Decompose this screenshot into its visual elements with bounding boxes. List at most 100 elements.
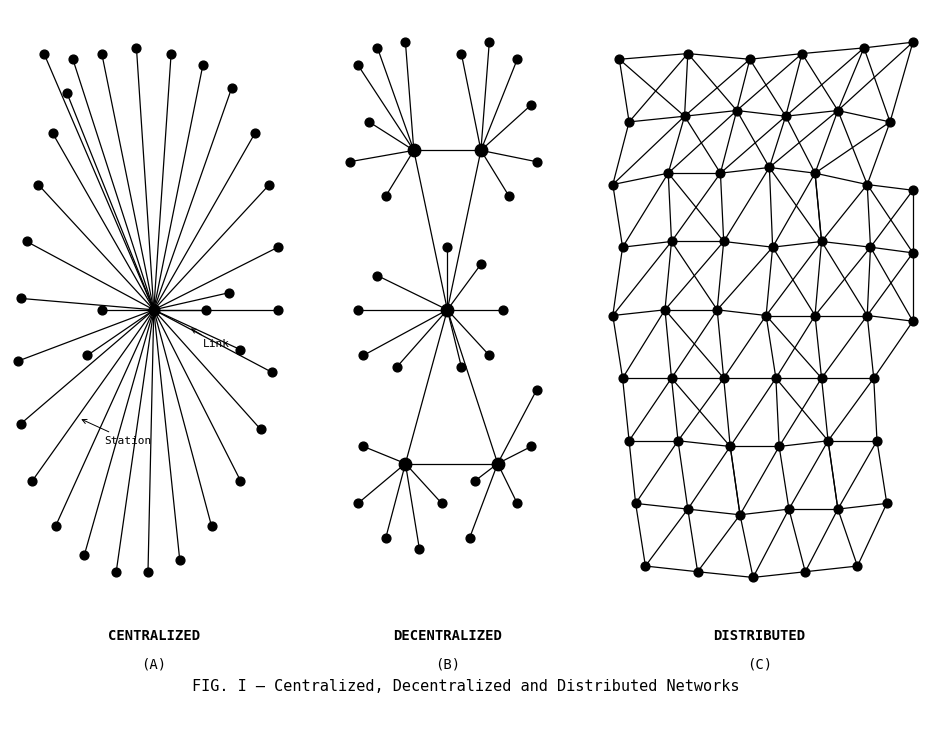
- Point: [164, 47, 179, 59]
- Point: [798, 566, 813, 577]
- Point: [468, 474, 483, 486]
- Point: [768, 372, 783, 384]
- Point: [362, 116, 377, 128]
- Point: [615, 372, 630, 384]
- Point: [204, 520, 219, 532]
- Point: [880, 498, 895, 510]
- Point: [342, 156, 357, 168]
- Point: [406, 145, 421, 156]
- Point: [815, 372, 829, 384]
- Point: [146, 304, 161, 315]
- Point: [815, 236, 829, 247]
- Point: [615, 242, 630, 253]
- Point: [664, 372, 678, 384]
- Text: DECENTRALIZED: DECENTRALIZED: [393, 629, 501, 642]
- Point: [31, 179, 46, 191]
- Point: [524, 99, 539, 111]
- Point: [454, 361, 469, 372]
- Point: [807, 310, 822, 321]
- Point: [863, 242, 878, 253]
- Point: [262, 179, 277, 191]
- Point: [859, 310, 874, 321]
- Point: [398, 36, 413, 48]
- Point: [637, 560, 652, 572]
- Point: [628, 498, 643, 510]
- Point: [60, 88, 75, 99]
- Point: [510, 498, 525, 510]
- Point: [713, 167, 728, 179]
- Point: [870, 435, 884, 447]
- Point: [378, 190, 393, 201]
- Point: [25, 474, 40, 486]
- Point: [680, 503, 695, 515]
- Point: [723, 441, 738, 453]
- Point: [680, 47, 695, 59]
- Text: (B): (B): [435, 657, 459, 671]
- Point: [867, 372, 882, 384]
- Point: [606, 179, 621, 191]
- Point: [434, 498, 449, 510]
- Point: [222, 287, 237, 299]
- Point: [80, 350, 95, 361]
- Point: [606, 310, 621, 321]
- Point: [196, 59, 211, 71]
- Point: [733, 509, 747, 520]
- Point: [13, 418, 28, 429]
- Point: [661, 167, 676, 179]
- Point: [670, 435, 685, 447]
- Text: DISTRIBUTED: DISTRIBUTED: [714, 629, 805, 642]
- Point: [510, 53, 525, 65]
- Point: [772, 441, 787, 453]
- Point: [247, 128, 263, 139]
- Point: [781, 503, 796, 515]
- Point: [850, 560, 865, 572]
- Point: [36, 47, 51, 59]
- Point: [490, 458, 505, 469]
- Point: [482, 36, 497, 48]
- Point: [254, 423, 268, 435]
- Point: [830, 104, 845, 116]
- Point: [77, 549, 92, 561]
- Point: [729, 104, 744, 116]
- Point: [906, 315, 921, 327]
- Point: [172, 555, 187, 566]
- Point: [48, 520, 63, 532]
- Point: [94, 47, 109, 59]
- Point: [611, 53, 626, 65]
- Point: [270, 304, 285, 315]
- Point: [716, 236, 731, 247]
- Point: [622, 116, 637, 128]
- Point: [742, 53, 757, 65]
- Text: (C): (C): [747, 657, 772, 671]
- Point: [65, 53, 80, 65]
- Point: [524, 441, 539, 453]
- Point: [473, 258, 488, 270]
- Point: [265, 366, 280, 378]
- Point: [20, 236, 34, 247]
- Point: [906, 185, 921, 196]
- Point: [677, 110, 692, 122]
- Point: [906, 36, 921, 48]
- Point: [390, 361, 404, 372]
- Point: [350, 304, 365, 315]
- Point: [350, 59, 365, 71]
- Point: [45, 128, 60, 139]
- Point: [378, 531, 393, 543]
- Point: [482, 350, 497, 361]
- Point: [454, 47, 469, 59]
- Point: [807, 167, 822, 179]
- Point: [906, 247, 921, 258]
- Point: [412, 543, 427, 555]
- Point: [794, 47, 809, 59]
- Point: [820, 435, 835, 447]
- Point: [473, 145, 488, 156]
- Point: [529, 156, 544, 168]
- Point: [883, 116, 898, 128]
- Text: Link: Link: [192, 329, 230, 349]
- Point: [225, 82, 240, 93]
- Point: [857, 42, 871, 54]
- Text: CENTRALIZED: CENTRALIZED: [108, 629, 199, 642]
- Point: [233, 344, 248, 356]
- Point: [270, 242, 285, 253]
- Point: [657, 304, 672, 315]
